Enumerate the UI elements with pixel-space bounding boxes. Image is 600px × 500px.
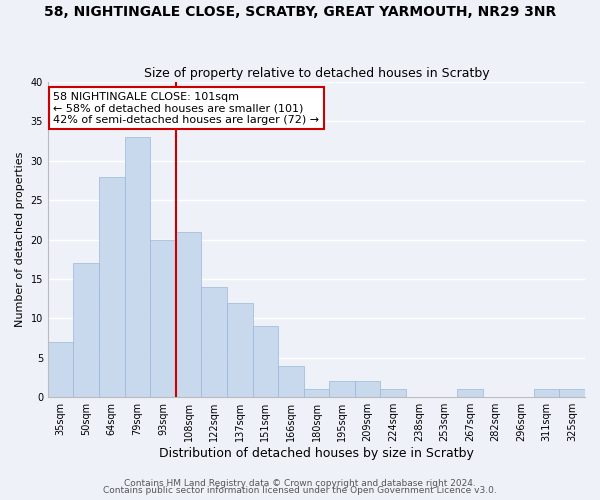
Bar xyxy=(457,390,482,397)
Bar xyxy=(73,264,99,397)
X-axis label: Distribution of detached houses by size in Scratby: Distribution of detached houses by size … xyxy=(159,447,474,460)
Bar xyxy=(125,137,150,397)
Text: Contains public sector information licensed under the Open Government Licence v3: Contains public sector information licen… xyxy=(103,486,497,495)
Bar xyxy=(559,390,585,397)
Bar xyxy=(304,390,329,397)
Text: Contains HM Land Registry data © Crown copyright and database right 2024.: Contains HM Land Registry data © Crown c… xyxy=(124,478,476,488)
Bar xyxy=(355,382,380,397)
Bar xyxy=(534,390,559,397)
Bar xyxy=(48,342,73,397)
Bar xyxy=(99,176,125,397)
Bar xyxy=(176,232,202,397)
Y-axis label: Number of detached properties: Number of detached properties xyxy=(15,152,25,328)
Bar xyxy=(329,382,355,397)
Text: 58 NIGHTINGALE CLOSE: 101sqm
← 58% of detached houses are smaller (101)
42% of s: 58 NIGHTINGALE CLOSE: 101sqm ← 58% of de… xyxy=(53,92,319,124)
Bar xyxy=(278,366,304,397)
Bar xyxy=(380,390,406,397)
Bar xyxy=(202,287,227,397)
Bar xyxy=(150,240,176,397)
Text: 58, NIGHTINGALE CLOSE, SCRATBY, GREAT YARMOUTH, NR29 3NR: 58, NIGHTINGALE CLOSE, SCRATBY, GREAT YA… xyxy=(44,5,556,19)
Bar xyxy=(253,326,278,397)
Title: Size of property relative to detached houses in Scratby: Size of property relative to detached ho… xyxy=(143,66,489,80)
Bar xyxy=(227,302,253,397)
